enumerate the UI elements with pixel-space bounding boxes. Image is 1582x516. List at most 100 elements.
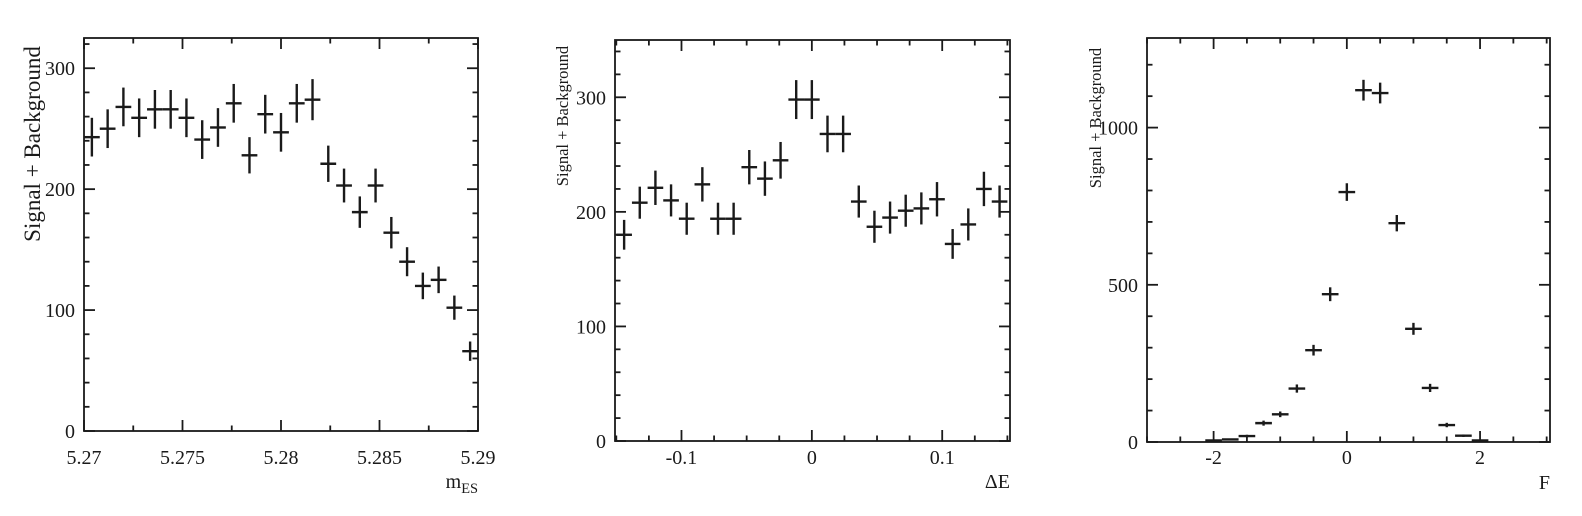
data-point — [84, 117, 100, 157]
data-point — [1271, 411, 1289, 418]
data-point-group — [1205, 79, 1489, 442]
data-point — [430, 266, 447, 294]
data-point — [819, 115, 836, 153]
x-axis-title: F — [1539, 472, 1550, 494]
data-point — [131, 98, 148, 138]
data-point — [960, 208, 977, 241]
data-point — [446, 295, 463, 320]
data-point — [804, 80, 820, 120]
data-point — [741, 149, 758, 185]
data-point — [241, 137, 258, 174]
data-point — [1288, 384, 1306, 393]
y-tick-label: 200 — [45, 179, 75, 201]
y-tick-label: 300 — [576, 87, 606, 109]
data-point — [725, 202, 742, 235]
data-point — [850, 185, 867, 218]
data-point — [616, 219, 632, 250]
data-point — [178, 98, 195, 138]
data-point — [944, 229, 961, 259]
y-axis-title: Signal + Background — [1086, 47, 1105, 188]
y-tick-label: 0 — [596, 431, 606, 453]
data-point — [414, 272, 431, 300]
data-point — [1388, 215, 1406, 232]
data-point — [1438, 422, 1456, 428]
data-point — [462, 341, 478, 361]
data-point — [1305, 344, 1322, 356]
data-point — [320, 145, 337, 182]
x-tick-label: -2 — [1205, 447, 1222, 469]
x-tick-label: 0 — [807, 447, 817, 469]
x-tick-label: 5.28 — [264, 447, 299, 469]
data-point — [631, 186, 648, 219]
data-point — [162, 89, 179, 129]
data-point — [399, 247, 415, 277]
data-point — [1338, 183, 1356, 201]
data-point — [336, 168, 352, 203]
y-tick-label: 200 — [576, 202, 606, 224]
data-point — [210, 108, 226, 147]
x-tick-label: 5.29 — [461, 447, 496, 469]
data-point — [1255, 420, 1272, 426]
data-point — [147, 89, 163, 129]
data-point — [991, 185, 1008, 218]
data-point — [351, 196, 368, 228]
data-point — [913, 192, 930, 225]
data-point — [882, 201, 898, 234]
y-axis-title: Signal + Background — [20, 46, 45, 242]
data-point — [1238, 434, 1256, 438]
data-point — [694, 167, 711, 202]
y-axis-title: Signal + Background — [553, 45, 572, 186]
data-point-group — [616, 80, 1008, 259]
data-point — [929, 182, 945, 217]
data-point — [678, 202, 695, 235]
y-tick-label: 100 — [576, 316, 606, 338]
x-tick-label: 5.285 — [357, 447, 402, 469]
data-point — [304, 79, 321, 121]
data-point — [1405, 322, 1422, 335]
data-point — [835, 115, 851, 153]
y-tick-label: 100 — [45, 300, 75, 322]
data-point — [257, 94, 274, 134]
data-point — [383, 216, 400, 249]
data-point — [115, 87, 132, 127]
x-axis-title: ΔE — [985, 471, 1010, 493]
data-point — [1321, 287, 1339, 302]
x-tick-label: 5.275 — [160, 447, 205, 469]
data-point — [976, 171, 992, 207]
x-tick-label: -0.1 — [666, 447, 698, 469]
data-point — [273, 112, 289, 152]
x-axis-title: mES — [446, 471, 478, 497]
data-point — [1355, 79, 1372, 101]
plot-frame — [1146, 37, 1551, 443]
data-point — [647, 170, 664, 205]
data-point — [1421, 383, 1439, 393]
plot-frame — [83, 37, 479, 432]
data-point — [367, 168, 384, 203]
y-tick-label: 1000 — [1098, 118, 1138, 140]
data-point — [1455, 434, 1472, 437]
x-tick-label: 2 — [1475, 447, 1485, 469]
data-point — [897, 194, 914, 227]
data-point — [757, 161, 773, 196]
y-tick-label: 500 — [1108, 275, 1138, 297]
x-tick-label: 5.27 — [67, 447, 102, 469]
y-tick-label: 300 — [45, 58, 75, 80]
data-point — [194, 120, 211, 159]
data-point — [788, 80, 805, 120]
y-tick-label: 0 — [65, 421, 75, 443]
data-point — [1371, 82, 1389, 104]
data-point — [99, 109, 116, 149]
data-point — [1471, 439, 1489, 442]
data-point — [772, 141, 789, 179]
data-point-group — [84, 79, 478, 361]
data-point — [225, 83, 242, 123]
data-point — [1221, 438, 1239, 441]
data-point — [663, 184, 679, 217]
data-point — [288, 83, 305, 123]
data-point — [710, 202, 726, 235]
